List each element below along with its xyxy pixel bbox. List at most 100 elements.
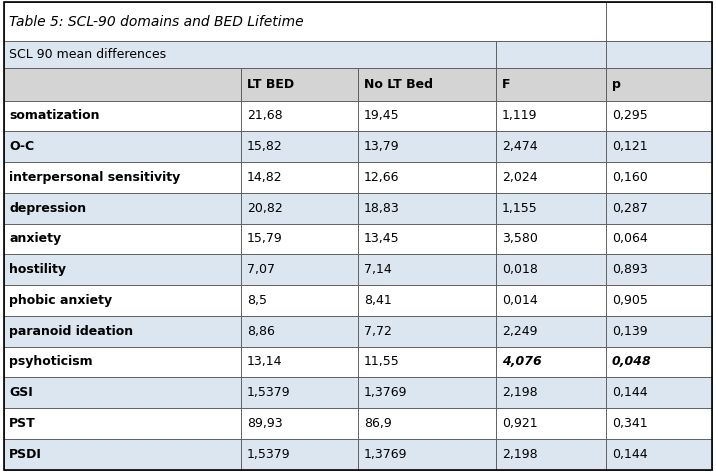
Bar [496,162,606,193]
Text: 14,82: 14,82 [247,171,282,184]
Bar [496,408,606,439]
Bar [606,378,712,408]
Text: psyhoticism: psyhoticism [9,355,93,369]
Text: 0,121: 0,121 [611,140,647,153]
Text: 86,9: 86,9 [364,417,392,430]
Bar [358,316,496,346]
Text: GSI: GSI [9,386,33,399]
Text: 15,79: 15,79 [247,232,283,245]
Text: SCL 90 mean differences: SCL 90 mean differences [9,48,166,61]
Text: 0,144: 0,144 [611,386,647,399]
Text: 19,45: 19,45 [364,110,400,122]
Bar [241,193,358,224]
Text: PST: PST [9,417,36,430]
Text: No LT Bed: No LT Bed [364,78,432,91]
Text: 18,83: 18,83 [364,202,400,215]
Text: 0,905: 0,905 [611,294,648,307]
Text: 13,45: 13,45 [364,232,400,245]
Text: 0,144: 0,144 [611,448,647,461]
Text: 7,14: 7,14 [364,263,392,276]
Text: 0,295: 0,295 [611,110,647,122]
Bar [606,408,712,439]
Text: 1,3769: 1,3769 [364,386,407,399]
Text: 7,72: 7,72 [364,325,392,338]
Text: 0,064: 0,064 [611,232,647,245]
Bar [606,68,712,101]
Bar [241,316,358,346]
Bar [4,193,241,224]
Bar [496,193,606,224]
Bar [496,285,606,316]
Bar [358,439,496,470]
Bar [496,101,606,131]
Bar [241,101,358,131]
Bar [241,254,358,285]
Bar [4,378,241,408]
Bar [358,193,496,224]
Bar [606,285,712,316]
Text: interpersonal sensitivity: interpersonal sensitivity [9,171,180,184]
Bar [241,285,358,316]
Bar [496,346,606,378]
Text: 13,79: 13,79 [364,140,400,153]
Text: 0,341: 0,341 [611,417,647,430]
Bar [241,346,358,378]
Bar [4,162,241,193]
Text: 2,198: 2,198 [502,386,538,399]
Bar [358,285,496,316]
Text: hostility: hostility [9,263,67,276]
Bar [606,224,712,254]
Text: phobic anxiety: phobic anxiety [9,294,112,307]
Bar [241,408,358,439]
Bar [4,2,606,41]
Text: 1,5379: 1,5379 [247,448,291,461]
Bar [358,68,496,101]
Text: 7,07: 7,07 [247,263,275,276]
Bar [606,316,712,346]
Bar [4,408,241,439]
Bar [4,68,241,101]
Text: 21,68: 21,68 [247,110,282,122]
Text: Table 5: SCL-90 domains and BED Lifetime: Table 5: SCL-90 domains and BED Lifetime [9,15,304,29]
Text: 0,893: 0,893 [611,263,647,276]
Text: 1,119: 1,119 [502,110,538,122]
Text: 0,921: 0,921 [502,417,538,430]
Bar [358,408,496,439]
Text: 1,155: 1,155 [502,202,538,215]
Text: somatization: somatization [9,110,100,122]
Text: 3,580: 3,580 [502,232,538,245]
Text: F: F [502,78,511,91]
Bar [4,224,241,254]
Bar [358,101,496,131]
Text: 4,076: 4,076 [502,355,542,369]
Text: 89,93: 89,93 [247,417,282,430]
Bar [496,68,606,101]
Bar [606,131,712,162]
Text: anxiety: anxiety [9,232,62,245]
Bar [241,131,358,162]
Text: 20,82: 20,82 [247,202,283,215]
Bar [606,346,712,378]
Text: 0,018: 0,018 [502,263,538,276]
Bar [496,378,606,408]
Bar [241,68,358,101]
Text: p: p [611,78,621,91]
Bar [4,346,241,378]
Text: 13,14: 13,14 [247,355,282,369]
Text: 12,66: 12,66 [364,171,400,184]
Bar [606,41,712,68]
Bar [4,316,241,346]
Text: depression: depression [9,202,87,215]
Text: 2,249: 2,249 [502,325,538,338]
Bar [606,162,712,193]
Text: 8,5: 8,5 [247,294,267,307]
Text: 2,198: 2,198 [502,448,538,461]
Text: 8,41: 8,41 [364,294,392,307]
Bar [606,439,712,470]
Bar [358,131,496,162]
Bar [241,162,358,193]
Text: 1,3769: 1,3769 [364,448,407,461]
Text: 2,024: 2,024 [502,171,538,184]
Bar [4,41,496,68]
Bar [496,131,606,162]
